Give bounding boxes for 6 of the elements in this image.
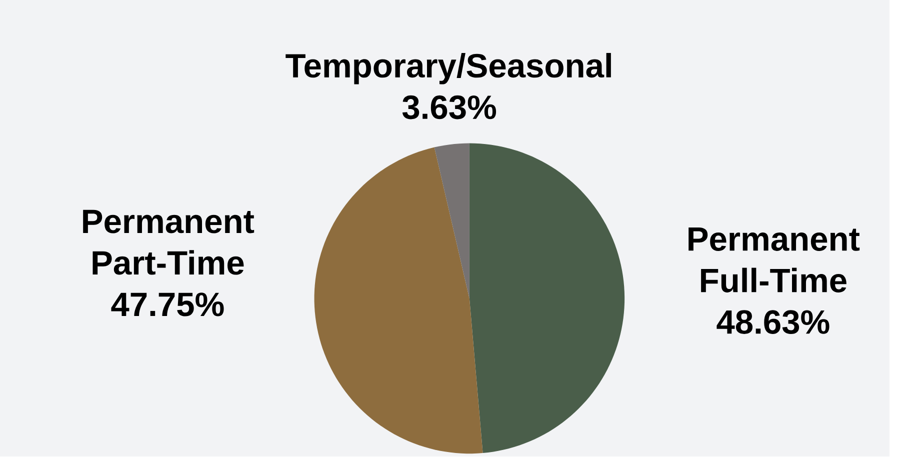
data-label: 47.75% [111, 292, 224, 317]
data-label: 48.63% [716, 310, 830, 334]
slice-label: Temporary/Seasonal [286, 53, 611, 85]
slice-label: Permanent Part-Time [83, 210, 254, 275]
slice-label: Permanent Full-Time [688, 228, 860, 293]
data-label: 3.63% [402, 96, 496, 120]
